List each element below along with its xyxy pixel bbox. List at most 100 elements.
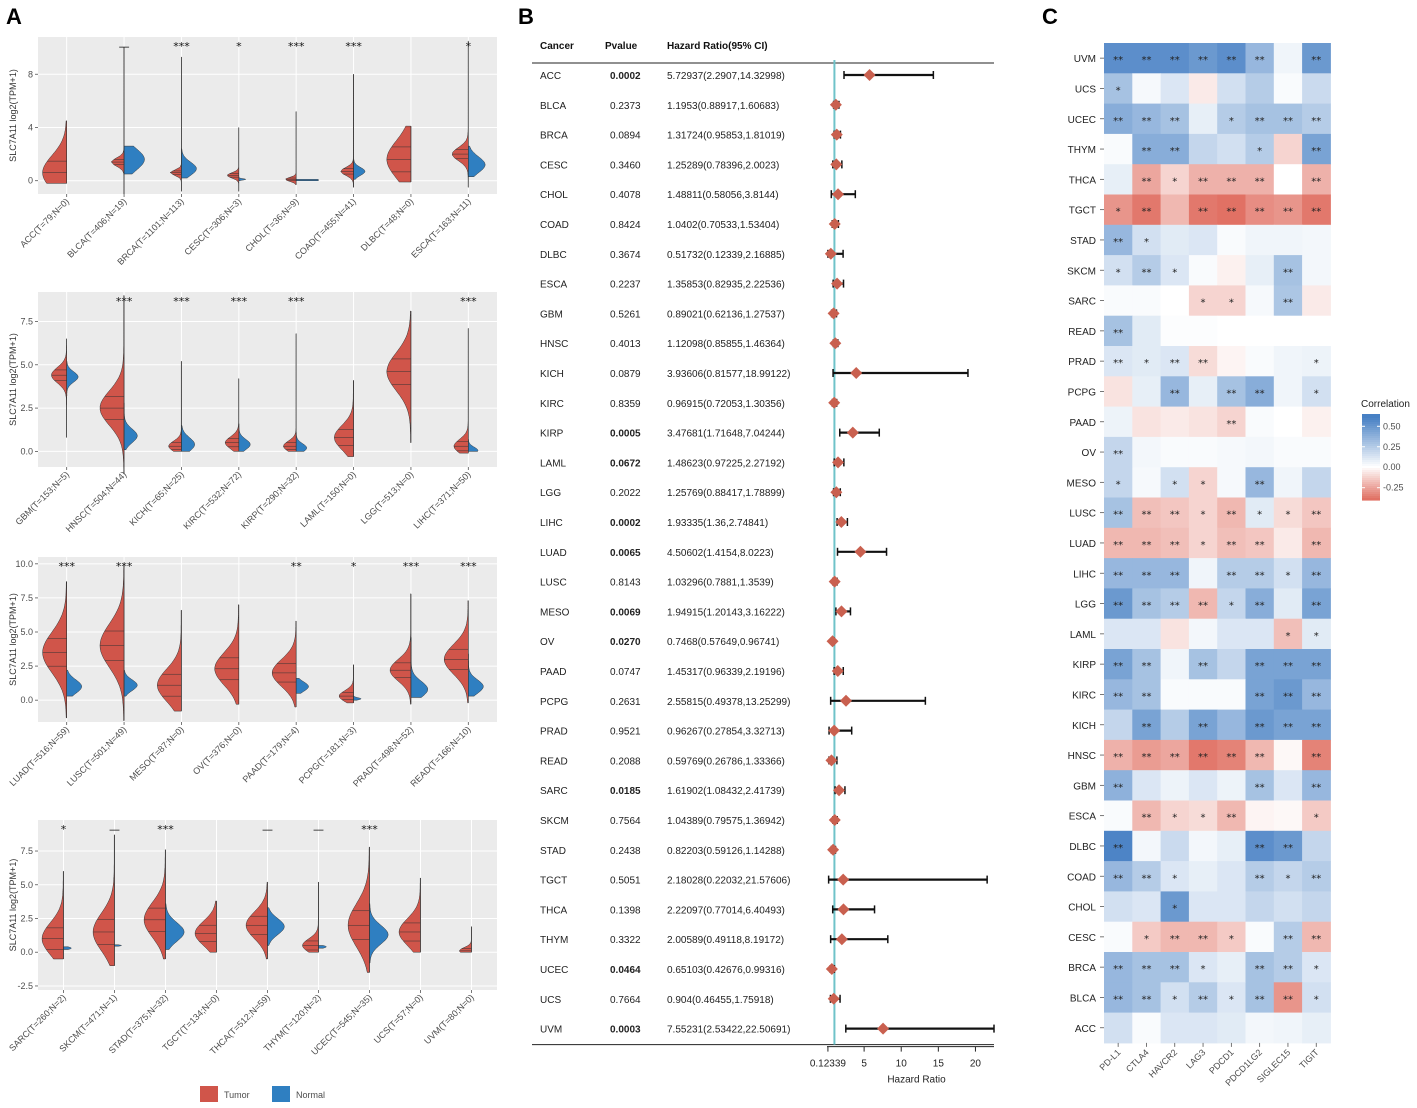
significance-stars: * — [1285, 631, 1290, 642]
row-label: PRAD — [1068, 357, 1096, 368]
heatmap-cell — [1273, 861, 1303, 892]
significance-stars: ** — [1170, 55, 1180, 66]
heatmap-cell — [1302, 194, 1331, 226]
significance-stars: * — [1144, 237, 1149, 248]
significance-stars: ** — [1255, 116, 1265, 127]
heatmap-cell — [1160, 103, 1190, 135]
significance-stars: * — [1229, 601, 1234, 612]
group-label: CHOL(T=36;N=9) — [243, 196, 300, 253]
legend-gradient-step — [1362, 446, 1380, 449]
row-label: HNSC — [1068, 751, 1096, 762]
significance-label: *** — [157, 823, 174, 836]
heatmap-cell — [1302, 558, 1331, 589]
significance-stars: ** — [1311, 934, 1321, 945]
forest-row: TGCT 0.5051 2.18028(0.22032,21.57606) — [540, 873, 988, 887]
heatmap-row: GBM ** ** ** — [1073, 770, 1331, 801]
heatmap-row: TGCT * ** ** ** ** ** ** — [1069, 194, 1331, 226]
panel-letter-c: C — [1042, 4, 1058, 29]
hazard-ratio-text: 1.35853(0.82935,2.22536) — [667, 280, 785, 291]
cancer-label: MESO — [540, 607, 570, 618]
heatmap-cell — [1160, 285, 1190, 317]
heatmap-cell — [1217, 436, 1246, 468]
heatmap-cell — [1160, 709, 1190, 741]
group-label: ACC(T=79;N=0) — [18, 196, 71, 249]
tumor-violin — [99, 295, 125, 475]
heatmap-cell — [1273, 133, 1303, 165]
significance-stars: * — [1314, 994, 1319, 1005]
pvalue-label: 0.0069 — [610, 607, 641, 618]
heatmap-cell — [1302, 921, 1331, 953]
heatmap-cell — [1302, 103, 1331, 135]
hazard-ratio-marker — [828, 724, 841, 737]
tumor-violin — [99, 563, 125, 721]
heatmap-cell — [1273, 194, 1303, 226]
group-label: PRAD(T=498;N=52) — [351, 724, 415, 788]
legend-swatch-normal — [272, 1086, 290, 1102]
significance-stars: * — [1314, 631, 1319, 642]
forest-row: CESC 0.3460 1.25289(0.78396,2.0023) — [540, 158, 843, 171]
hazard-ratio-text: 0.89021(0.62136,1.27537) — [667, 309, 785, 320]
heatmap-row: KIRP ** ** ** ** ** ** — [1073, 649, 1331, 680]
plot-background — [38, 292, 497, 467]
y-tick-label: 7.5 — [20, 593, 33, 603]
legend-title: Correlation — [1361, 399, 1410, 410]
significance-stars: ** — [1141, 813, 1151, 824]
heatmap-cell — [1132, 224, 1162, 256]
significance-stars: ** — [1311, 207, 1321, 218]
heatmap-cell — [1188, 285, 1218, 317]
hazard-ratio-marker — [828, 218, 841, 230]
normal-violin — [181, 425, 195, 452]
tumor-violin — [41, 870, 64, 960]
heatmap-cell — [1302, 315, 1331, 347]
legend-label-normal: Normal — [296, 1090, 325, 1100]
pvalue-label: 0.0185 — [610, 786, 641, 797]
heatmap-row: SKCM * ** * ** — [1067, 255, 1331, 286]
heatmap-cell — [1132, 194, 1162, 226]
significance-stars: * — [1144, 934, 1149, 945]
forest-row: UVM 0.0003 7.55231(2.53422,22.50691) — [540, 1022, 995, 1036]
heatmap-cell — [1245, 224, 1275, 256]
significance-stars: * — [1172, 176, 1177, 187]
significance-stars: ** — [1255, 479, 1265, 490]
significance-stars: ** — [1113, 964, 1123, 975]
heatmap-cell — [1132, 164, 1162, 195]
legend-gradient-step — [1362, 494, 1380, 497]
significance-stars: ** — [1198, 994, 1208, 1005]
significance-stars: * — [1116, 85, 1121, 96]
heatmap-row: READ ** — [1068, 315, 1331, 347]
row-label: UVM — [1074, 54, 1096, 65]
heatmap-cell — [1188, 315, 1218, 347]
significance-stars: ** — [1170, 510, 1180, 521]
significance-stars: ** — [1255, 873, 1265, 884]
heatmap-row: HNSC ** ** ** ** ** ** ** — [1068, 739, 1331, 771]
significance-stars: ** — [1141, 691, 1151, 702]
significance-stars: ** — [1198, 358, 1208, 369]
heatmap-cell — [1132, 770, 1162, 801]
significance-stars: ** — [1170, 752, 1180, 763]
y-tick-label: 7.5 — [20, 316, 33, 326]
heatmap-cell — [1302, 739, 1331, 771]
heatmap-cell — [1188, 406, 1218, 438]
significance-stars: * — [1172, 994, 1177, 1005]
pvalue-label: 0.2088 — [610, 756, 641, 767]
heatmap-cell — [1160, 921, 1190, 953]
heatmap-cell — [1245, 164, 1275, 195]
heatmap-row: STAD ** * — [1070, 224, 1331, 256]
legend-gradient-step — [1362, 452, 1380, 455]
heatmap-cell — [1160, 497, 1190, 529]
significance-stars: ** — [1255, 570, 1265, 581]
cancer-label: STAD — [540, 846, 566, 857]
forest-row: LUAD 0.0065 4.50602(1.4154,8.0223) — [540, 545, 888, 559]
hazard-ratio-text: 1.25769(0.88417,1.78899) — [667, 488, 785, 499]
significance-stars: ** — [1170, 116, 1180, 127]
row-label: DLBC — [1069, 842, 1096, 853]
heatmap-cell — [1245, 739, 1275, 771]
heatmap-cell — [1217, 224, 1246, 256]
heatmap-cell — [1160, 891, 1190, 923]
heatmap-cell — [1104, 406, 1133, 438]
group-label: LUAD(T=516;N=59) — [7, 724, 71, 788]
cancer-label: PRAD — [540, 727, 568, 738]
heatmap-cell — [1302, 164, 1331, 195]
significance-label: *** — [288, 295, 305, 308]
